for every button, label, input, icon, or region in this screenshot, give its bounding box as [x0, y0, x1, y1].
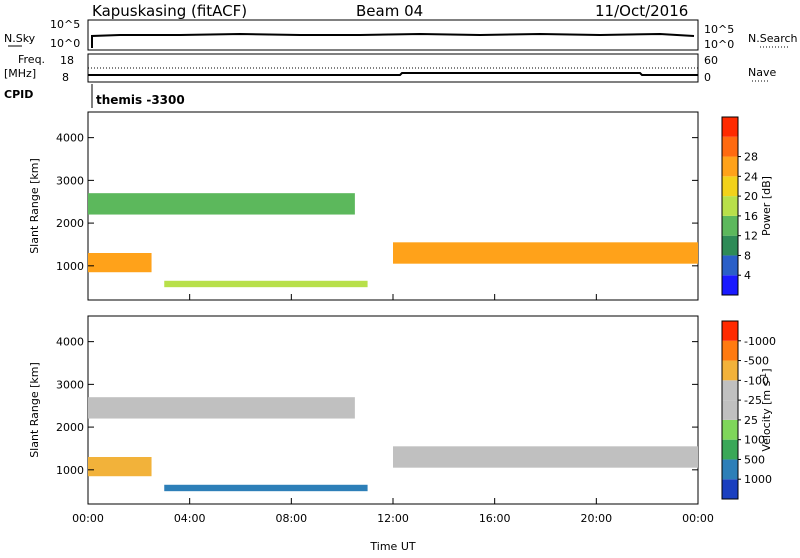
power-y-axis: 1000 2000 3000 4000	[56, 132, 698, 273]
colorbar-segment	[722, 275, 738, 295]
x-tick-label: 00:00	[682, 512, 714, 525]
freq-trace	[88, 72, 698, 76]
freq-right-tick-bottom: 0	[704, 71, 711, 84]
y-tick-label: 1000	[56, 260, 84, 273]
colorbar-segment	[722, 235, 738, 256]
noise-trace	[91, 32, 695, 48]
y-tick-label: 2000	[56, 217, 84, 230]
nave-label: Nave	[748, 66, 776, 79]
velocity-colorbar: 1000 500 100 25 -25 -100 -500 -1000	[721, 320, 776, 500]
colorbar-frame	[721, 320, 739, 500]
colorbar-segment	[722, 156, 738, 177]
colorbar-tick-label: 500	[744, 453, 765, 466]
date-title: 11/Oct/2016	[595, 2, 688, 20]
nsearch-label: N.Search	[748, 32, 798, 45]
colorbar-tick-label: 1000	[744, 473, 772, 486]
colorbar-segment	[722, 400, 738, 420]
colorbar-segment	[722, 196, 738, 216]
beam-title: Beam 04	[356, 2, 423, 20]
power-data	[88, 193, 698, 288]
colorbar-tick-label: 25	[744, 414, 758, 427]
colorbar-segment	[722, 360, 738, 381]
data-band	[164, 484, 368, 492]
freq-right-tick-top: 60	[704, 54, 718, 67]
colorbar-tick-label: -1000	[744, 335, 776, 348]
y-tick-label: 3000	[56, 174, 84, 187]
colorbar-tick-label: 12	[744, 230, 758, 243]
colorbar-segment	[722, 479, 738, 499]
power-colorbar: 4 8 12 16 20 24 28	[721, 116, 758, 296]
noise-right-tick-bottom: 10^0	[704, 38, 734, 51]
data-band	[88, 457, 152, 477]
colorbar-segment	[722, 117, 738, 137]
y-tick-label: 4000	[56, 336, 84, 349]
colorbar-segment	[722, 255, 738, 276]
colorbar-tick-label: 20	[744, 190, 758, 203]
x-tick-label: 08:00	[275, 512, 307, 525]
x-axis-label: Time UT	[369, 540, 415, 553]
x-tick-label: 12:00	[377, 512, 409, 525]
noise-left-tick-bottom: 10^0	[50, 37, 80, 50]
velocity-y-axis: 1000 2000 3000 4000	[56, 336, 698, 477]
data-band	[393, 446, 698, 468]
colorbar-frame	[721, 116, 739, 296]
x-tick-label: 20:00	[580, 512, 612, 525]
data-band	[88, 253, 152, 273]
colorbar-tick-label: 24	[744, 170, 758, 183]
colorbar-segment	[722, 459, 738, 480]
colorbar-segment	[722, 176, 738, 197]
noise-right-tick-top: 10^5	[704, 23, 734, 36]
x-tick-label: 00:00	[72, 512, 104, 525]
power-y-label: Slant Range [km]	[28, 158, 41, 254]
velocity-y-label: Slant Range [km]	[28, 362, 41, 458]
colorbar-tick-label: 16	[744, 210, 758, 223]
data-band	[88, 397, 355, 419]
y-tick-label: 3000	[56, 378, 84, 391]
freq-left-tick-top: 18	[60, 54, 74, 67]
x-tick-label: 16:00	[479, 512, 511, 525]
cpid-text: themis -3300	[96, 93, 185, 107]
colorbar-segment	[722, 380, 738, 401]
colorbar-tick-label: 28	[744, 151, 758, 164]
power-colorbar-label: Power [dB]	[760, 176, 773, 236]
noise-panel	[87, 19, 699, 51]
y-tick-label: 1000	[56, 464, 84, 477]
colorbar-segment	[722, 439, 738, 460]
data-band	[88, 193, 355, 215]
freq-unit-label: [MHz]	[4, 67, 36, 80]
colorbar-segment	[722, 321, 738, 341]
velocity-colorbar-label: Velocity [m s-1]	[759, 368, 773, 451]
colorbar-segment	[722, 215, 738, 236]
cpid-label: CPID	[4, 88, 33, 101]
colorbar-segment	[722, 419, 738, 440]
y-tick-label: 4000	[56, 132, 84, 145]
colorbar-tick-label: 4	[744, 269, 751, 282]
colorbar-tick-label: -500	[744, 355, 769, 368]
colorbar-tick-label: 8	[744, 249, 751, 262]
nsky-label: N.Sky	[4, 32, 36, 45]
freq-left-tick-bottom: 8	[62, 71, 69, 84]
freq-panel	[87, 53, 699, 83]
colorbar-tick-label: -25	[744, 394, 762, 407]
velocity-data	[88, 397, 698, 492]
colorbar-tick-label: 100	[744, 434, 765, 447]
data-band	[164, 280, 368, 288]
colorbar-tick-label: -100	[744, 374, 769, 387]
colorbar-segment	[722, 136, 738, 157]
y-tick-label: 2000	[56, 421, 84, 434]
colorbar-segment	[722, 340, 738, 361]
noise-left-tick-top: 10^5	[50, 18, 80, 31]
x-tick-label: 04:00	[174, 512, 206, 525]
freq-label: Freq.	[18, 53, 45, 66]
station-title: Kapuskasing (fitACF)	[92, 2, 247, 20]
data-band	[393, 242, 698, 264]
x-axis: 00:00 04:00 08:00 12:00 16:00 20:00 00:00	[72, 294, 714, 525]
